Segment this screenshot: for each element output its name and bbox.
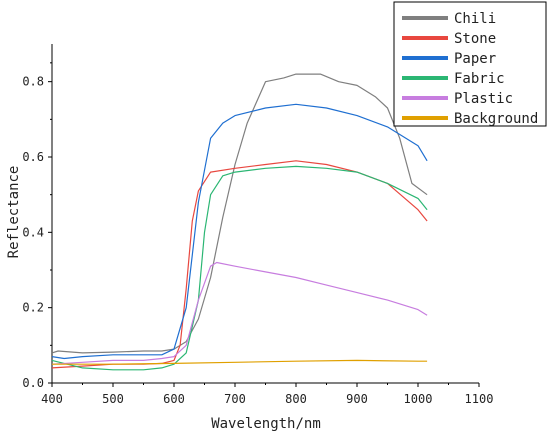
- series-line-paper: [51, 103, 428, 360]
- series-line-plastic: [51, 261, 428, 365]
- y-tick-label: 0.8: [22, 75, 44, 89]
- legend-label-fabric: Fabric: [454, 71, 505, 87]
- y-tick-label: 0.2: [22, 301, 44, 315]
- x-tick-label: 800: [285, 392, 307, 406]
- y-tick-label: 0.0: [22, 376, 44, 390]
- x-tick-label: 1100: [465, 392, 494, 406]
- x-tick-label: 400: [41, 392, 63, 406]
- legend-label-background: Background: [454, 111, 538, 127]
- series-line-stone: [51, 160, 428, 369]
- series-line-background: [52, 359, 428, 365]
- series-line-fabric: [51, 165, 428, 371]
- y-tick-label: 0.6: [22, 150, 44, 164]
- series-line-chili: [51, 73, 428, 354]
- y-axis-title: Reflectance: [6, 166, 22, 259]
- legend-label-stone: Stone: [454, 31, 496, 47]
- legend-label-plastic: Plastic: [454, 91, 513, 107]
- y-tick-label: 0.4: [22, 225, 44, 239]
- x-tick-label: 900: [346, 392, 368, 406]
- x-axis-title: Wavelength/nm: [211, 416, 321, 432]
- legend: Chili Stone Paper Fabric Plastic Background: [393, 1, 547, 127]
- tick-layer: 400 500 600 700 800 900 1000 1100 0.0 0.2 0.4 0.6 0.…: [22, 62, 494, 406]
- legend-box: [393, 1, 547, 127]
- x-tick-label: 600: [163, 392, 185, 406]
- legend-label-paper: Paper: [454, 51, 496, 67]
- series-layer: [51, 73, 428, 371]
- x-tick-label: 1000: [404, 392, 433, 406]
- x-tick-label: 500: [102, 392, 124, 406]
- x-tick-label: 700: [224, 392, 246, 406]
- legend-label-chili: Chili: [454, 11, 496, 27]
